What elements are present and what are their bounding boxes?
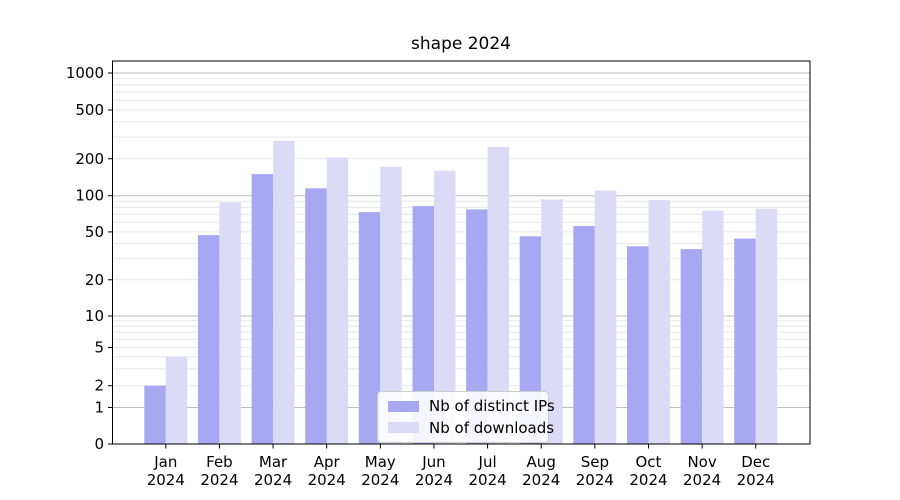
- y-tick-label-1: 1: [94, 399, 104, 417]
- bar-distinct-ips-mar: [251, 174, 274, 444]
- x-tick-label-month: Jun: [421, 453, 445, 471]
- bar-downloads-jul: [487, 146, 510, 444]
- bar-distinct-ips-jun: [412, 206, 434, 444]
- x-tick-label-month: Sep: [581, 453, 609, 471]
- bar-downloads-oct: [648, 200, 670, 444]
- x-tick-label-year: 2024: [308, 471, 346, 489]
- x-tick-label-month: Aug: [527, 453, 556, 471]
- bar-distinct-ips-apr: [305, 188, 327, 444]
- bar-downloads-mar: [273, 140, 295, 445]
- y-tick-label-0: 0: [94, 435, 104, 453]
- bar-downloads-may: [380, 166, 402, 445]
- x-tick-label-month: May: [365, 453, 396, 471]
- y-tick-label-1000: 1000: [66, 64, 104, 82]
- x-tick-label-year: 2024: [200, 471, 238, 489]
- y-tick-label-5: 5: [94, 339, 104, 357]
- x-tick-label-year: 2024: [576, 471, 614, 489]
- bars-downloads: [165, 140, 778, 445]
- bars-distinct-ips: [144, 174, 756, 444]
- x-axis: Jan2024Feb2024Mar2024Apr2024May2024Jun20…: [147, 444, 775, 489]
- bar-distinct-ips-dec: [734, 238, 756, 444]
- x-tick-label-year: 2024: [522, 471, 560, 489]
- bar-distinct-ips-oct: [627, 246, 649, 444]
- legend-item-distinct-ips: Nb of distinct IPs: [388, 398, 555, 415]
- x-tick-label-year: 2024: [683, 471, 721, 489]
- bar-distinct-ips-jan: [144, 385, 166, 444]
- legend-swatch-downloads: [388, 422, 419, 434]
- y-tick-label-500: 500: [75, 101, 104, 119]
- bar-distinct-ips-may: [358, 212, 381, 444]
- y-tick-label-2: 2: [94, 377, 104, 395]
- bar-downloads-nov: [702, 210, 724, 444]
- x-tick-label-month: Oct: [636, 453, 662, 471]
- x-tick-label-year: 2024: [629, 471, 667, 489]
- x-tick-label-year: 2024: [737, 471, 775, 489]
- bar-downloads-feb: [219, 202, 241, 444]
- x-tick-label-year: 2024: [254, 471, 292, 489]
- y-tick-label-100: 100: [75, 187, 104, 205]
- bar-distinct-ips-nov: [680, 249, 703, 444]
- bar-distinct-ips-feb: [197, 235, 220, 444]
- bar-downloads-jun: [434, 170, 456, 444]
- x-tick-label-month: Feb: [206, 453, 233, 471]
- chart-title: shape 2024: [411, 34, 511, 54]
- legend-label-downloads: Nb of downloads: [429, 418, 555, 437]
- legend-swatch-distinct-ips: [388, 400, 419, 412]
- x-tick-label-year: 2024: [468, 471, 506, 489]
- bar-downloads-sep: [594, 190, 617, 444]
- legend-label-distinct-ips: Nb of distinct IPs: [429, 397, 555, 415]
- y-axis: 0 1 2 5 10 20 50 100 200 500 1000: [66, 64, 113, 453]
- y-tick-label-20: 20: [85, 271, 104, 289]
- x-tick-label-month: Nov: [687, 453, 716, 471]
- x-tick-label-month: Mar: [259, 453, 288, 471]
- bar-downloads-aug: [541, 199, 563, 444]
- x-tick-label-month: Jul: [478, 453, 497, 471]
- plot-border: [112, 60, 811, 445]
- x-tick-label-month: Jan: [153, 453, 177, 471]
- bar-distinct-ips-sep: [573, 226, 595, 444]
- x-tick-label-month: Dec: [741, 453, 770, 471]
- bar-downloads-jan: [165, 356, 188, 444]
- bar-downloads-dec: [755, 208, 778, 444]
- bar-distinct-ips-jul: [466, 209, 488, 444]
- x-tick-label-month: Apr: [314, 453, 341, 471]
- x-tick-label-year: 2024: [361, 471, 399, 489]
- y-tick-label-10: 10: [85, 307, 104, 325]
- legend-item-downloads: Nb of downloads: [388, 419, 554, 437]
- y-tick-label-50: 50: [85, 223, 104, 241]
- x-tick-label-year: 2024: [147, 471, 185, 489]
- bar-downloads-apr: [326, 157, 349, 444]
- legend: Nb of distinct IPs Nb of downloads: [377, 391, 555, 443]
- x-tick-label-year: 2024: [415, 471, 453, 489]
- y-tick-label-200: 200: [75, 150, 104, 168]
